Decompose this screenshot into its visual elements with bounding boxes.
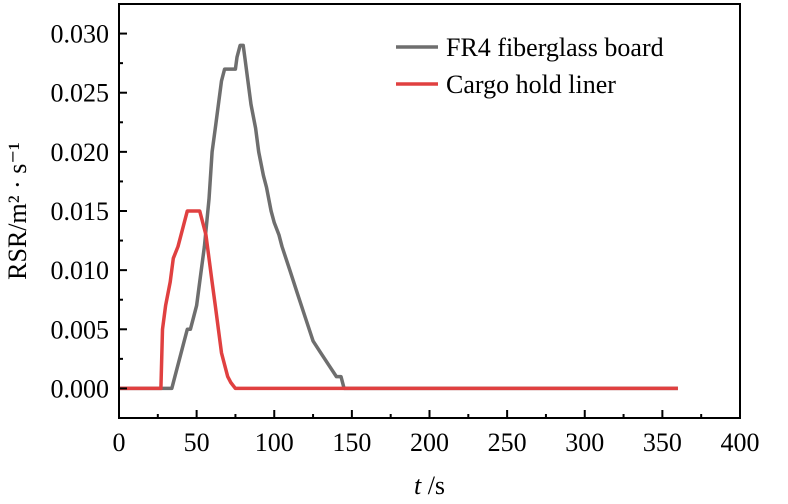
series-line-1	[119, 209, 678, 391]
x-tick-label: 200	[410, 428, 449, 457]
y-tick-label: 0.020	[51, 138, 110, 167]
y-tick-label: 0.015	[51, 197, 110, 226]
legend-label-0: FR4 fiberglass board	[446, 33, 664, 62]
y-axis-label: RSR/m² · s⁻¹	[3, 142, 32, 280]
x-tick-label: 100	[255, 428, 294, 457]
x-tick-label: 50	[184, 428, 210, 457]
x-tick-label: 250	[488, 428, 527, 457]
plot-lines	[119, 43, 678, 391]
y-axis-ticks: 0.000 0.005 0.010 0.015 0.020 0.025 0.030	[51, 20, 127, 403]
x-axis-ticks: 0 50 100 150 200 250 300 350 400	[113, 410, 760, 457]
x-tick-label: 400	[721, 428, 760, 457]
x-tick-label: 350	[643, 428, 682, 457]
x-tick-label: 300	[565, 428, 604, 457]
legend: FR4 fiberglass board Cargo hold liner	[396, 33, 664, 99]
y-tick-label: 0.000	[51, 374, 110, 403]
series-line-0	[119, 43, 678, 391]
y-tick-label: 0.030	[51, 20, 110, 49]
x-tick-label: 0	[113, 428, 126, 457]
y-tick-label: 0.010	[51, 256, 110, 285]
legend-label-1: Cargo hold liner	[446, 70, 616, 99]
plot-frame	[118, 3, 741, 419]
y-tick-label: 0.025	[51, 79, 110, 108]
x-tick-label: 150	[332, 428, 371, 457]
y-tick-label: 0.005	[51, 315, 110, 344]
x-axis-label: t /s	[414, 471, 445, 500]
